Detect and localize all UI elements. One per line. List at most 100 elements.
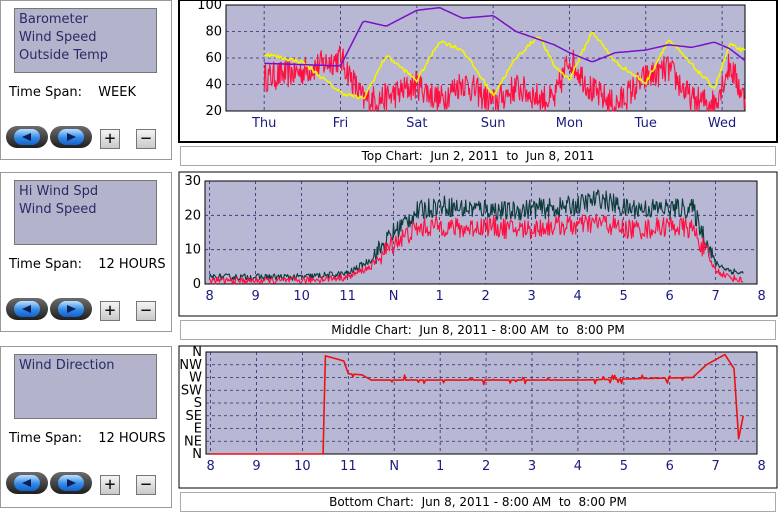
y-tick-label: NE (184, 434, 202, 449)
previous-button[interactable] (6, 298, 48, 320)
y-tick-label: 60 (205, 51, 222, 66)
right-arrow-icon (67, 133, 76, 141)
series-line-wind-direction (210, 353, 744, 455)
zoom-in-button[interactable]: + (100, 475, 120, 495)
y-tick-label: N (192, 345, 202, 360)
series-item[interactable]: Wind Speed (19, 202, 97, 217)
time-span: Time Span: 12 HOURS (9, 257, 166, 272)
control-panel-middle: Hi Wind Spd Wind Speed Time Span: 12 HOU… (0, 172, 172, 332)
x-tick-label: 9 (252, 459, 260, 474)
x-tick-label: 8 (757, 459, 765, 474)
series-listbox[interactable]: Hi Wind Spd Wind Speed (14, 180, 157, 245)
x-tick-label: 5 (619, 289, 627, 304)
y-tick-label: W (189, 371, 202, 386)
previous-button[interactable] (6, 126, 48, 148)
top-chart-caption: Top Chart: Jun 2, 2011 to Jun 8, 2011 (180, 146, 776, 166)
y-tick-label: SW (181, 383, 202, 398)
series-item[interactable]: Outside Temp (19, 48, 108, 63)
series-line-outside-temp (263, 31, 746, 100)
y-tick-label: 80 (205, 25, 222, 40)
x-tick-label: Thu (251, 116, 276, 131)
x-tick-label: 3 (528, 459, 536, 474)
time-span-label: Time Span: (9, 85, 83, 100)
y-tick-label: 30 (184, 174, 201, 189)
time-span-value[interactable]: WEEK (98, 85, 136, 100)
time-span-value[interactable]: 12 HOURS (98, 257, 166, 272)
x-tick-label: Tue (634, 116, 657, 131)
series-item[interactable]: Hi Wind Spd (19, 184, 99, 199)
series-item[interactable]: Wind Speed (19, 30, 97, 45)
left-arrow-icon (22, 133, 31, 141)
time-span-label: Time Span: (9, 257, 83, 272)
x-tick-label: 10 (294, 459, 311, 474)
y-tick-label: 10 (184, 243, 201, 258)
x-tick-label: 4 (574, 459, 582, 474)
y-tick-label: 20 (205, 104, 222, 119)
right-arrow-icon (67, 305, 76, 313)
series-listbox[interactable]: Barometer Wind Speed Outside Temp (14, 8, 157, 73)
next-button[interactable] (50, 126, 92, 148)
x-tick-label: Fri (333, 116, 349, 131)
y-tick-label: NW (179, 358, 202, 373)
bottom-chart-caption: Bottom Chart: Jun 8, 2011 - 8:00 AM to 8… (180, 492, 776, 512)
y-tick-label: 0 (193, 277, 201, 292)
x-tick-label: 5 (620, 459, 628, 474)
x-tick-label: 8 (757, 289, 765, 304)
y-tick-label: S (194, 396, 202, 411)
left-arrow-icon (22, 305, 31, 313)
top-chart-series (263, 6, 746, 112)
x-tick-label: 10 (293, 289, 310, 304)
x-tick-label: 2 (481, 289, 489, 304)
left-arrow-icon (22, 479, 31, 487)
x-tick-label: 8 (205, 289, 213, 304)
x-tick-label: 7 (712, 459, 720, 474)
time-span-value[interactable]: 12 HOURS (98, 431, 166, 446)
x-tick-label: 4 (573, 289, 581, 304)
x-tick-label: 2 (482, 459, 490, 474)
y-tick-label: E (194, 422, 202, 437)
x-tick-label: N (389, 459, 399, 474)
zoom-in-button[interactable]: + (100, 129, 120, 149)
x-tick-label: 3 (527, 289, 535, 304)
right-arrow-icon (67, 479, 76, 487)
series-listbox[interactable]: Wind Direction (14, 354, 157, 419)
previous-button[interactable] (6, 472, 48, 494)
zoom-in-button[interactable]: + (100, 301, 120, 321)
series-line-barometer (264, 6, 746, 67)
x-tick-label: 7 (711, 289, 719, 304)
x-tick-label: 6 (665, 289, 673, 304)
x-tick-label: 11 (339, 289, 356, 304)
x-tick-label: 1 (436, 459, 444, 474)
x-tick-label: 6 (666, 459, 674, 474)
time-span: Time Span: WEEK (9, 85, 136, 100)
bottom-chart-series (210, 353, 744, 455)
x-tick-label: Sun (481, 116, 506, 131)
zoom-out-button[interactable]: − (136, 301, 156, 321)
middle-chart-grid (205, 181, 757, 284)
x-tick-label: 9 (251, 289, 259, 304)
middle-chart-series (209, 189, 744, 285)
next-button[interactable] (50, 298, 92, 320)
x-tick-label: N (389, 289, 399, 304)
control-panel-top: Barometer Wind Speed Outside Temp Time S… (0, 0, 172, 160)
series-line-wind-speed (209, 213, 744, 285)
series-item[interactable]: Barometer (19, 12, 88, 27)
time-span-label: Time Span: (9, 431, 83, 446)
x-tick-label: 8 (206, 459, 214, 474)
series-line-wind-speed (263, 45, 746, 112)
x-tick-label: 11 (340, 459, 357, 474)
zoom-out-button[interactable]: − (136, 475, 156, 495)
x-tick-label: Wed (708, 116, 736, 131)
series-item[interactable]: Wind Direction (19, 358, 115, 373)
y-tick-label: 40 (205, 78, 222, 93)
series-line-hi-wind-speed (209, 189, 744, 282)
middle-chart-caption: Middle Chart: Jun 8, 2011 - 8:00 AM to 8… (180, 320, 776, 340)
next-button[interactable] (50, 472, 92, 494)
time-span: Time Span: 12 HOURS (9, 431, 166, 446)
bottom-chart-grid (206, 352, 757, 454)
y-tick-label: 20 (184, 208, 201, 223)
zoom-out-button[interactable]: − (136, 129, 156, 149)
x-tick-label: Mon (556, 116, 583, 131)
y-tick-label: SE (186, 409, 202, 424)
